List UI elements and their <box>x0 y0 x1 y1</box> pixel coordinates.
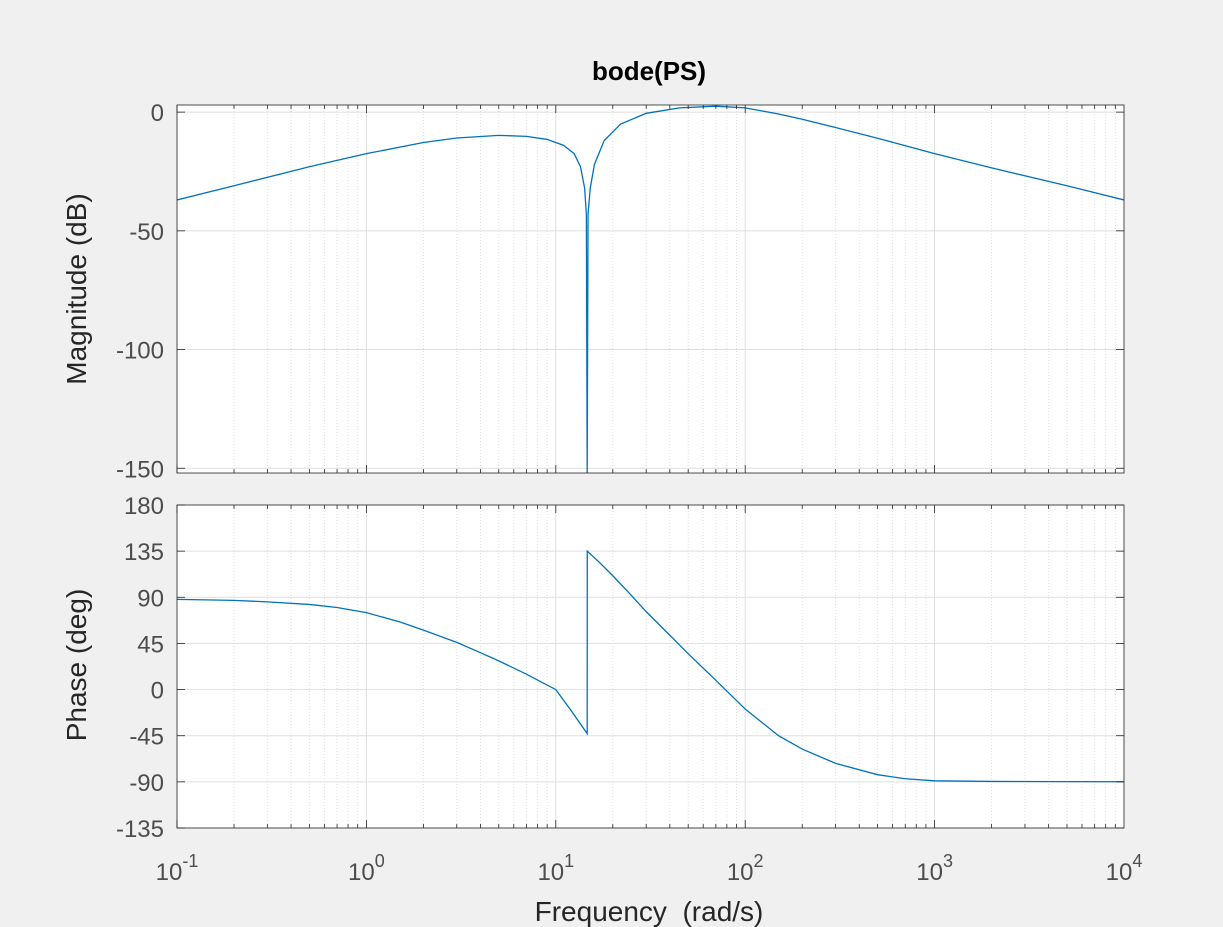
magnitude-axes[interactable]: 0 -50 -100 -150 <box>116 100 1125 483</box>
phase-ylabel: Phase (deg) <box>61 589 92 742</box>
phase-plot-area <box>177 505 1124 828</box>
frequency-xtick-label: 104 <box>1106 851 1143 886</box>
magnitude-plot-area <box>177 105 1124 473</box>
magnitude-ytick-label: -100 <box>116 338 164 365</box>
magnitude-ytick-label: -50 <box>129 219 164 246</box>
magnitude-ytick-label: -150 <box>116 456 164 483</box>
frequency-xtick-label: 103 <box>916 851 953 886</box>
frequency-xtick-label: 101 <box>537 851 574 886</box>
phase-ytick-label: 45 <box>137 631 164 658</box>
phase-ytick-label: -45 <box>129 724 164 751</box>
magnitude-response-line <box>177 105 1124 473</box>
phase-ytick-label: 90 <box>137 585 164 612</box>
phase-axes[interactable]: 180 135 90 45 0 -45 -90 -135 10-1 100 101 102 103 104 <box>116 493 1142 886</box>
phase-ytick-label: -135 <box>116 816 164 843</box>
frequency-xtick-label: 100 <box>348 851 385 886</box>
frequency-xlabel: Frequency (rad/s) <box>535 896 764 927</box>
magnitude-ytick-label: 0 <box>151 100 164 127</box>
phase-ytick-label: 135 <box>124 539 164 566</box>
magnitude-axes-box <box>176 104 1125 474</box>
magnitude-ticks <box>176 105 1124 473</box>
chart-title: bode(PS) <box>592 56 706 86</box>
frequency-xtick-label: 10-1 <box>156 851 199 886</box>
phase-response-line <box>177 549 1124 783</box>
phase-ticks <box>176 504 1124 829</box>
frequency-xtick-label: 102 <box>727 851 764 886</box>
magnitude-ylabel: Magnitude (dB) <box>61 193 92 384</box>
phase-axes-box <box>176 504 1125 829</box>
phase-ytick-label: -90 <box>129 770 164 797</box>
phase-ytick-label: 0 <box>151 678 164 705</box>
magnitude-minor-grid <box>233 105 1116 473</box>
phase-ytick-label: 180 <box>124 493 164 520</box>
